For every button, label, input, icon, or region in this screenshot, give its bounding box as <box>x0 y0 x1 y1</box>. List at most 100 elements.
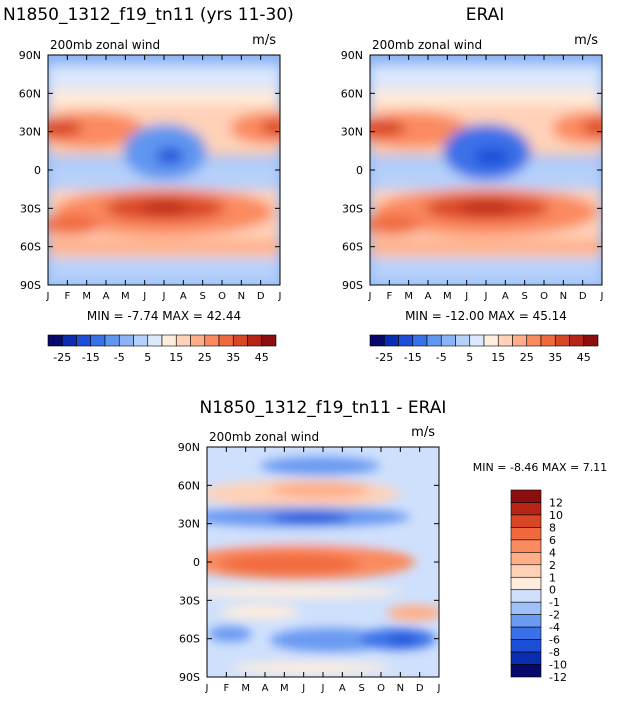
colorbar-label: -25 <box>375 351 393 364</box>
colorbar-swatch <box>526 334 542 347</box>
colorbar-label: 0 <box>549 584 556 597</box>
colorbar-swatch <box>369 334 385 347</box>
colorbar-label: -8 <box>549 646 560 659</box>
colorbar-swatch <box>510 489 542 503</box>
colorbar-swatch <box>175 334 191 347</box>
x-tick-label: A <box>180 291 187 302</box>
colorbar-swatch <box>118 334 134 347</box>
panel-model-stats: MIN = -7.74 MAX = 42.44 <box>87 309 241 323</box>
x-tick-label: A <box>103 291 110 302</box>
y-tick-label: 60N <box>19 87 41 100</box>
colorbar-label: 10 <box>549 509 563 522</box>
x-tick-label: M <box>280 683 289 694</box>
colorbar-swatch <box>483 334 499 347</box>
x-tick-label: J <box>162 291 166 302</box>
y-tick-label: 60S <box>20 241 41 254</box>
x-tick-label: J <box>600 291 604 302</box>
colorbar-swatch <box>510 539 542 553</box>
colorbar-label: 5 <box>466 351 473 364</box>
colorbar-label: 12 <box>549 496 563 509</box>
y-tick-label: 60S <box>179 633 200 646</box>
x-tick-label: J <box>142 291 146 302</box>
colorbar-swatch <box>161 334 177 347</box>
colorbar-label: 25 <box>520 351 534 364</box>
x-tick-label: J <box>46 291 50 302</box>
colorbar-swatch <box>510 502 542 516</box>
colorbar-label: -12 <box>549 671 567 684</box>
colorbar-swatch <box>510 651 542 665</box>
panel-erai: ERAI 200mb zonal wind m/s <box>341 5 604 364</box>
x-tick-label: M <box>443 291 452 302</box>
x-tick-label: F <box>64 291 70 302</box>
colorbar-label: -5 <box>114 351 125 364</box>
colorbar-swatch <box>540 334 556 347</box>
x-tick-label: D <box>416 683 424 694</box>
colorbar-label: -10 <box>549 659 567 672</box>
x-tick-label: O <box>218 291 226 302</box>
x-tick-label: O <box>377 683 385 694</box>
y-tick-label: 0 <box>193 556 200 569</box>
y-tick-label: 30S <box>20 202 41 215</box>
y-tick-label: 60N <box>178 479 200 492</box>
colorbar-label: 45 <box>577 351 591 364</box>
colorbar-swatch <box>61 334 77 347</box>
colorbar-label: 1 <box>549 571 556 584</box>
panel-model-field <box>48 55 280 285</box>
x-tick-label: D <box>579 291 587 302</box>
y-tick-label: 0 <box>34 164 41 177</box>
colorbar-label: -4 <box>549 621 560 634</box>
colorbar-swatch <box>510 601 542 615</box>
y-tick-label: 30S <box>179 594 200 607</box>
colorbar-swatch <box>247 334 263 347</box>
x-tick-label: M <box>241 683 250 694</box>
colorbar-label: 4 <box>549 546 556 559</box>
x-tick-label: F <box>386 291 392 302</box>
colorbar-swatch <box>232 334 248 347</box>
colorbar-swatch <box>147 334 163 347</box>
x-tick-label: F <box>223 683 229 694</box>
colorbar-swatch <box>510 552 542 566</box>
colorbar-label: 6 <box>549 534 556 547</box>
x-tick-label: A <box>262 683 269 694</box>
colorbar-swatch <box>510 626 542 640</box>
y-tick-label: 90S <box>20 279 41 292</box>
colorbar-swatch <box>510 576 542 591</box>
panel-model-colorbar: -25 -15 -5 5 15 25 35 45 <box>47 334 277 364</box>
y-tick-label: 90N <box>341 49 363 62</box>
colorbar-swatch <box>583 334 599 347</box>
x-tick-label: S <box>199 291 205 302</box>
y-tick-label: 90N <box>19 49 41 62</box>
colorbar-swatch <box>497 334 513 347</box>
panel-model-subtitle: 200mb zonal wind <box>50 38 160 52</box>
y-tick-label: 90N <box>178 441 200 454</box>
panel-erai-field <box>370 55 602 285</box>
colorbar-label: -5 <box>436 351 447 364</box>
colorbar-label: -1 <box>549 596 560 609</box>
colorbar-swatch <box>104 334 120 347</box>
x-tick-label: D <box>257 291 265 302</box>
x-tick-label: A <box>339 683 346 694</box>
colorbar-swatch <box>190 334 206 347</box>
colorbar-label: 35 <box>226 351 240 364</box>
colorbar-swatch <box>412 334 428 347</box>
colorbar-swatch <box>426 334 442 347</box>
colorbar-swatch <box>204 334 220 347</box>
x-tick-label: N <box>560 291 567 302</box>
colorbar-swatch <box>512 334 528 347</box>
panel-erai-subtitle: 200mb zonal wind <box>372 38 482 52</box>
panel-diff-units: m/s <box>411 425 435 440</box>
x-tick-label: J <box>464 291 468 302</box>
colorbar-label: 35 <box>548 351 562 364</box>
x-tick-label: J <box>368 291 372 302</box>
colorbar-label: 8 <box>549 521 556 534</box>
panel-erai-title: ERAI <box>466 5 505 25</box>
x-tick-label: J <box>437 683 441 694</box>
colorbar-swatch <box>510 639 542 653</box>
colorbar-swatch <box>76 334 92 347</box>
colorbar-swatch <box>47 334 63 347</box>
